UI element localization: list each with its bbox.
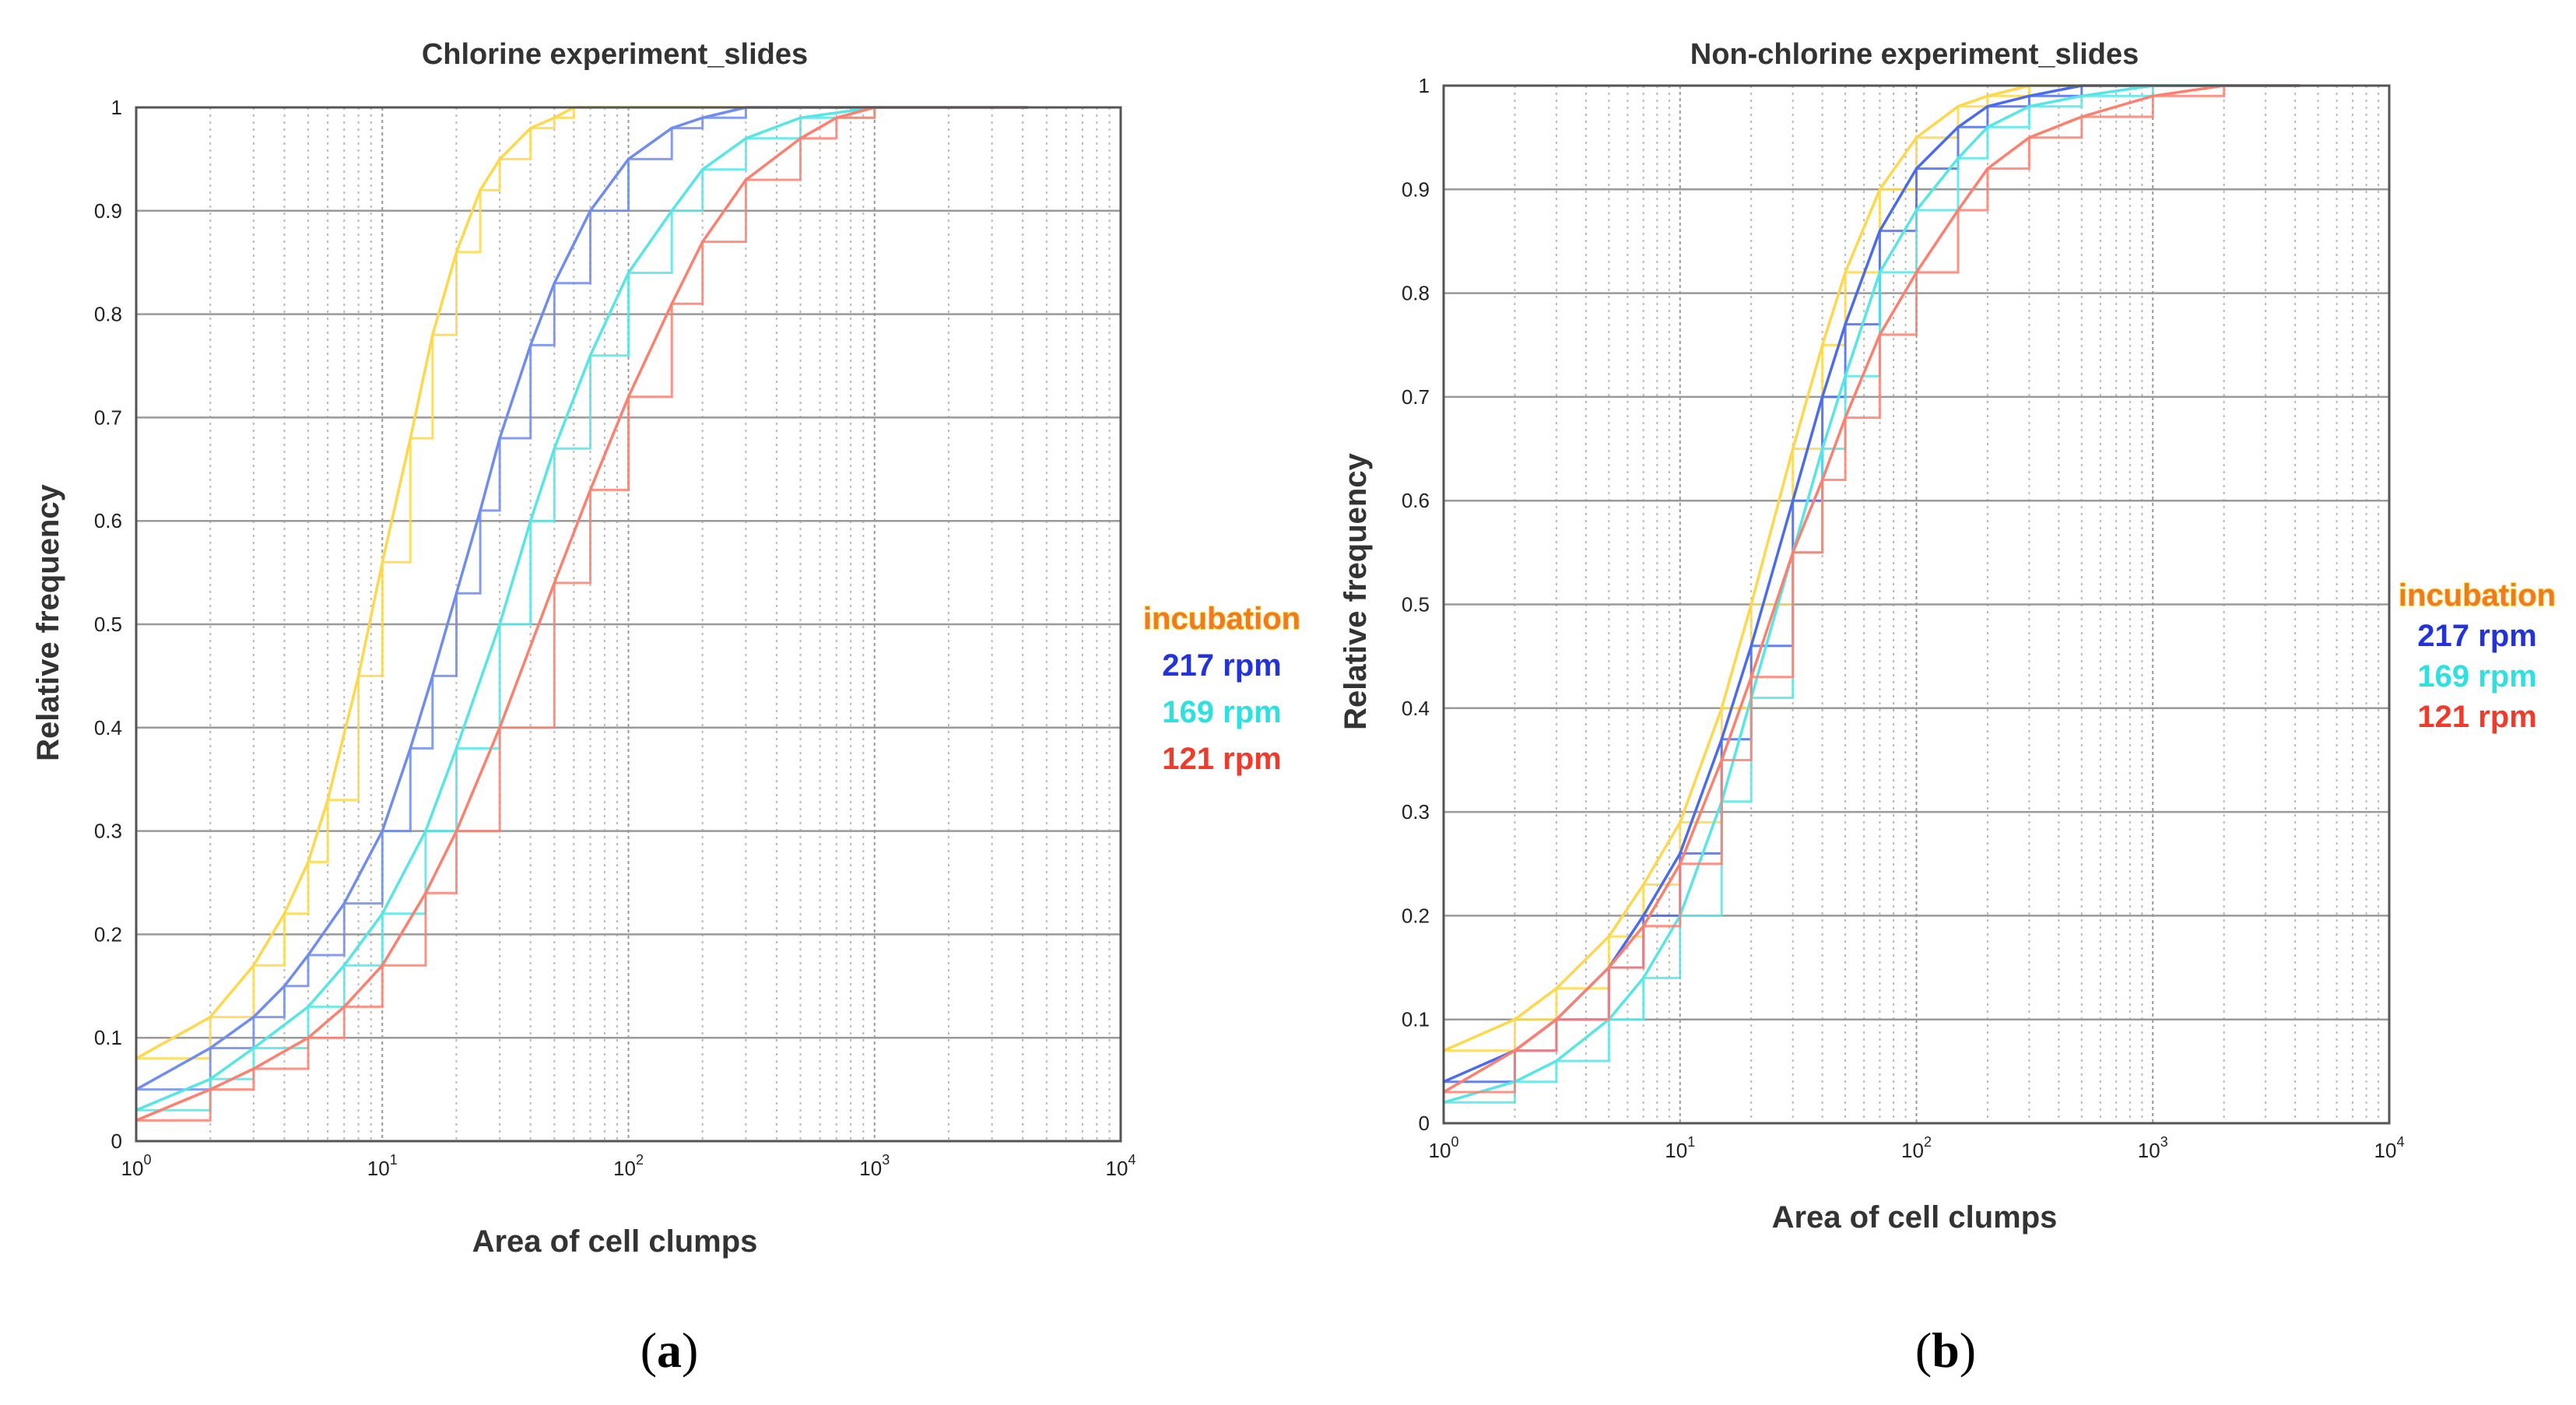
series-steps-217-rpm bbox=[136, 106, 1028, 1091]
y-axis-label: Relative frequency bbox=[31, 483, 65, 760]
x-tick-base: 10 bbox=[2374, 1139, 2397, 1162]
y-tick-label: 0.9 bbox=[94, 199, 122, 223]
series-line-169-rpm bbox=[135, 106, 1028, 1112]
y-tick-label: 0.9 bbox=[1402, 177, 1430, 201]
x-tick-label: 102 bbox=[1901, 1134, 1932, 1162]
series-line-121-rpm bbox=[135, 106, 1028, 1122]
x-tick-exponent: 3 bbox=[2160, 1134, 2168, 1150]
series-line-121-rpm bbox=[1443, 84, 2301, 1094]
y-tick-label: 0.1 bbox=[1402, 1008, 1430, 1031]
x-tick-label: 101 bbox=[1665, 1134, 1695, 1162]
y-tick-label: 0.7 bbox=[94, 406, 122, 429]
series-steps-121-rpm bbox=[136, 106, 1028, 1122]
legend-entry-169-rpm: 169 rpm bbox=[1162, 695, 1281, 729]
legend-entry-121-rpm: 121 rpm bbox=[1162, 742, 1281, 776]
x-tick-exponent: 2 bbox=[636, 1152, 644, 1168]
x-tick-exponent: 4 bbox=[2396, 1134, 2404, 1150]
y-tick-label: 0.2 bbox=[1402, 904, 1430, 927]
legend-entry-169-rpm: 169 rpm bbox=[2417, 659, 2536, 694]
y-tick-label: 0.6 bbox=[94, 509, 122, 532]
x-tick-exponent: 1 bbox=[390, 1152, 398, 1168]
y-tick-label: 0.1 bbox=[94, 1026, 122, 1049]
legend: incubation 217 rpm 169 rpm 121 rpm bbox=[2398, 578, 2557, 734]
panel-label-letter: b bbox=[1932, 1322, 1960, 1378]
x-tick-base: 10 bbox=[367, 1157, 390, 1180]
y-tick-label: 0.7 bbox=[1402, 385, 1430, 409]
x-tick-label: 103 bbox=[859, 1152, 890, 1180]
x-tick-base: 10 bbox=[1106, 1157, 1128, 1180]
x-tick-base: 10 bbox=[121, 1157, 144, 1180]
y-tick-label: 0.5 bbox=[1402, 593, 1430, 616]
x-tick-exponent: 0 bbox=[143, 1152, 151, 1168]
x-tick-label: 102 bbox=[613, 1152, 644, 1180]
x-tick-label: 104 bbox=[1106, 1152, 1136, 1180]
y-tick-label: 0.4 bbox=[94, 716, 122, 739]
panel-label-open: ( bbox=[640, 1322, 657, 1378]
x-tick-label: 104 bbox=[2374, 1134, 2405, 1162]
y-tick-label: 0.8 bbox=[94, 303, 122, 326]
x-tick-base: 10 bbox=[1665, 1139, 1687, 1162]
legend-entry-121-rpm: 121 rpm bbox=[2417, 700, 2536, 734]
x-tick-label: 103 bbox=[2138, 1134, 2168, 1162]
series-steps-121-rpm bbox=[1444, 84, 2301, 1094]
panel-label: (b) bbox=[1915, 1322, 1976, 1378]
legend-title: incubation bbox=[2399, 578, 2556, 613]
axes-frame bbox=[135, 106, 1122, 1143]
chart-title: Non-chlorine experiment_slides bbox=[1690, 38, 2139, 71]
x-tick-base: 10 bbox=[613, 1157, 636, 1180]
panel-label-letter: a bbox=[657, 1322, 682, 1378]
series-line-incubation bbox=[1443, 84, 2301, 1052]
x-tick-base: 10 bbox=[2138, 1139, 2160, 1162]
x-tick-exponent: 1 bbox=[1687, 1134, 1695, 1150]
x-tick-base: 10 bbox=[1429, 1139, 1451, 1162]
x-tick-exponent: 4 bbox=[1128, 1152, 1135, 1168]
y-tick-label: 0.4 bbox=[1402, 697, 1430, 720]
series-line-217-rpm bbox=[135, 106, 1028, 1091]
y-tick-label: 0.2 bbox=[94, 922, 122, 946]
x-tick-base: 10 bbox=[1901, 1139, 1924, 1162]
y-tick-label: 0 bbox=[1419, 1112, 1430, 1135]
series-steps-incubation bbox=[136, 106, 1028, 1060]
chart-title: Chlorine experiment_slides bbox=[422, 38, 808, 71]
y-tick-label: 1 bbox=[1419, 74, 1430, 97]
legend-title: incubation bbox=[1143, 602, 1300, 636]
y-tick-label: 0 bbox=[111, 1129, 122, 1153]
x-tick-base: 10 bbox=[859, 1157, 882, 1180]
panel-label-close: ) bbox=[682, 1322, 698, 1378]
y-tick-label: 0.3 bbox=[94, 820, 122, 843]
axes-frame bbox=[1442, 84, 2391, 1125]
series-steps-169-rpm bbox=[136, 106, 1028, 1112]
x-tick-exponent: 0 bbox=[1451, 1134, 1458, 1150]
y-tick-label: 0.6 bbox=[1402, 489, 1430, 512]
x-axis-label: Area of cell clumps bbox=[472, 1224, 758, 1259]
x-tick-label: 101 bbox=[367, 1152, 398, 1180]
y-tick-label: 0.5 bbox=[94, 613, 122, 636]
y-tick-label: 0.3 bbox=[1402, 800, 1430, 824]
legend: incubation 217 rpm 169 rpm 121 rpm bbox=[1142, 601, 1301, 776]
y-axis-label: Relative frequency bbox=[1339, 452, 1373, 729]
x-axis-label: Area of cell clumps bbox=[1772, 1200, 2058, 1235]
panel-label: (a) bbox=[640, 1322, 699, 1378]
x-tick-label: 100 bbox=[1429, 1134, 1459, 1162]
y-tick-label: 0.8 bbox=[1402, 282, 1430, 305]
panel-label-open: ( bbox=[1915, 1322, 1932, 1378]
x-tick-label: 100 bbox=[121, 1152, 152, 1180]
panel-label-close: ) bbox=[1960, 1322, 1976, 1378]
y-tick-label: 1 bbox=[111, 96, 122, 119]
x-tick-exponent: 2 bbox=[1924, 1134, 1932, 1150]
legend-entry-217-rpm: 217 rpm bbox=[1162, 648, 1281, 683]
x-tick-exponent: 3 bbox=[882, 1152, 890, 1168]
legend-entry-217-rpm: 217 rpm bbox=[2417, 619, 2536, 653]
